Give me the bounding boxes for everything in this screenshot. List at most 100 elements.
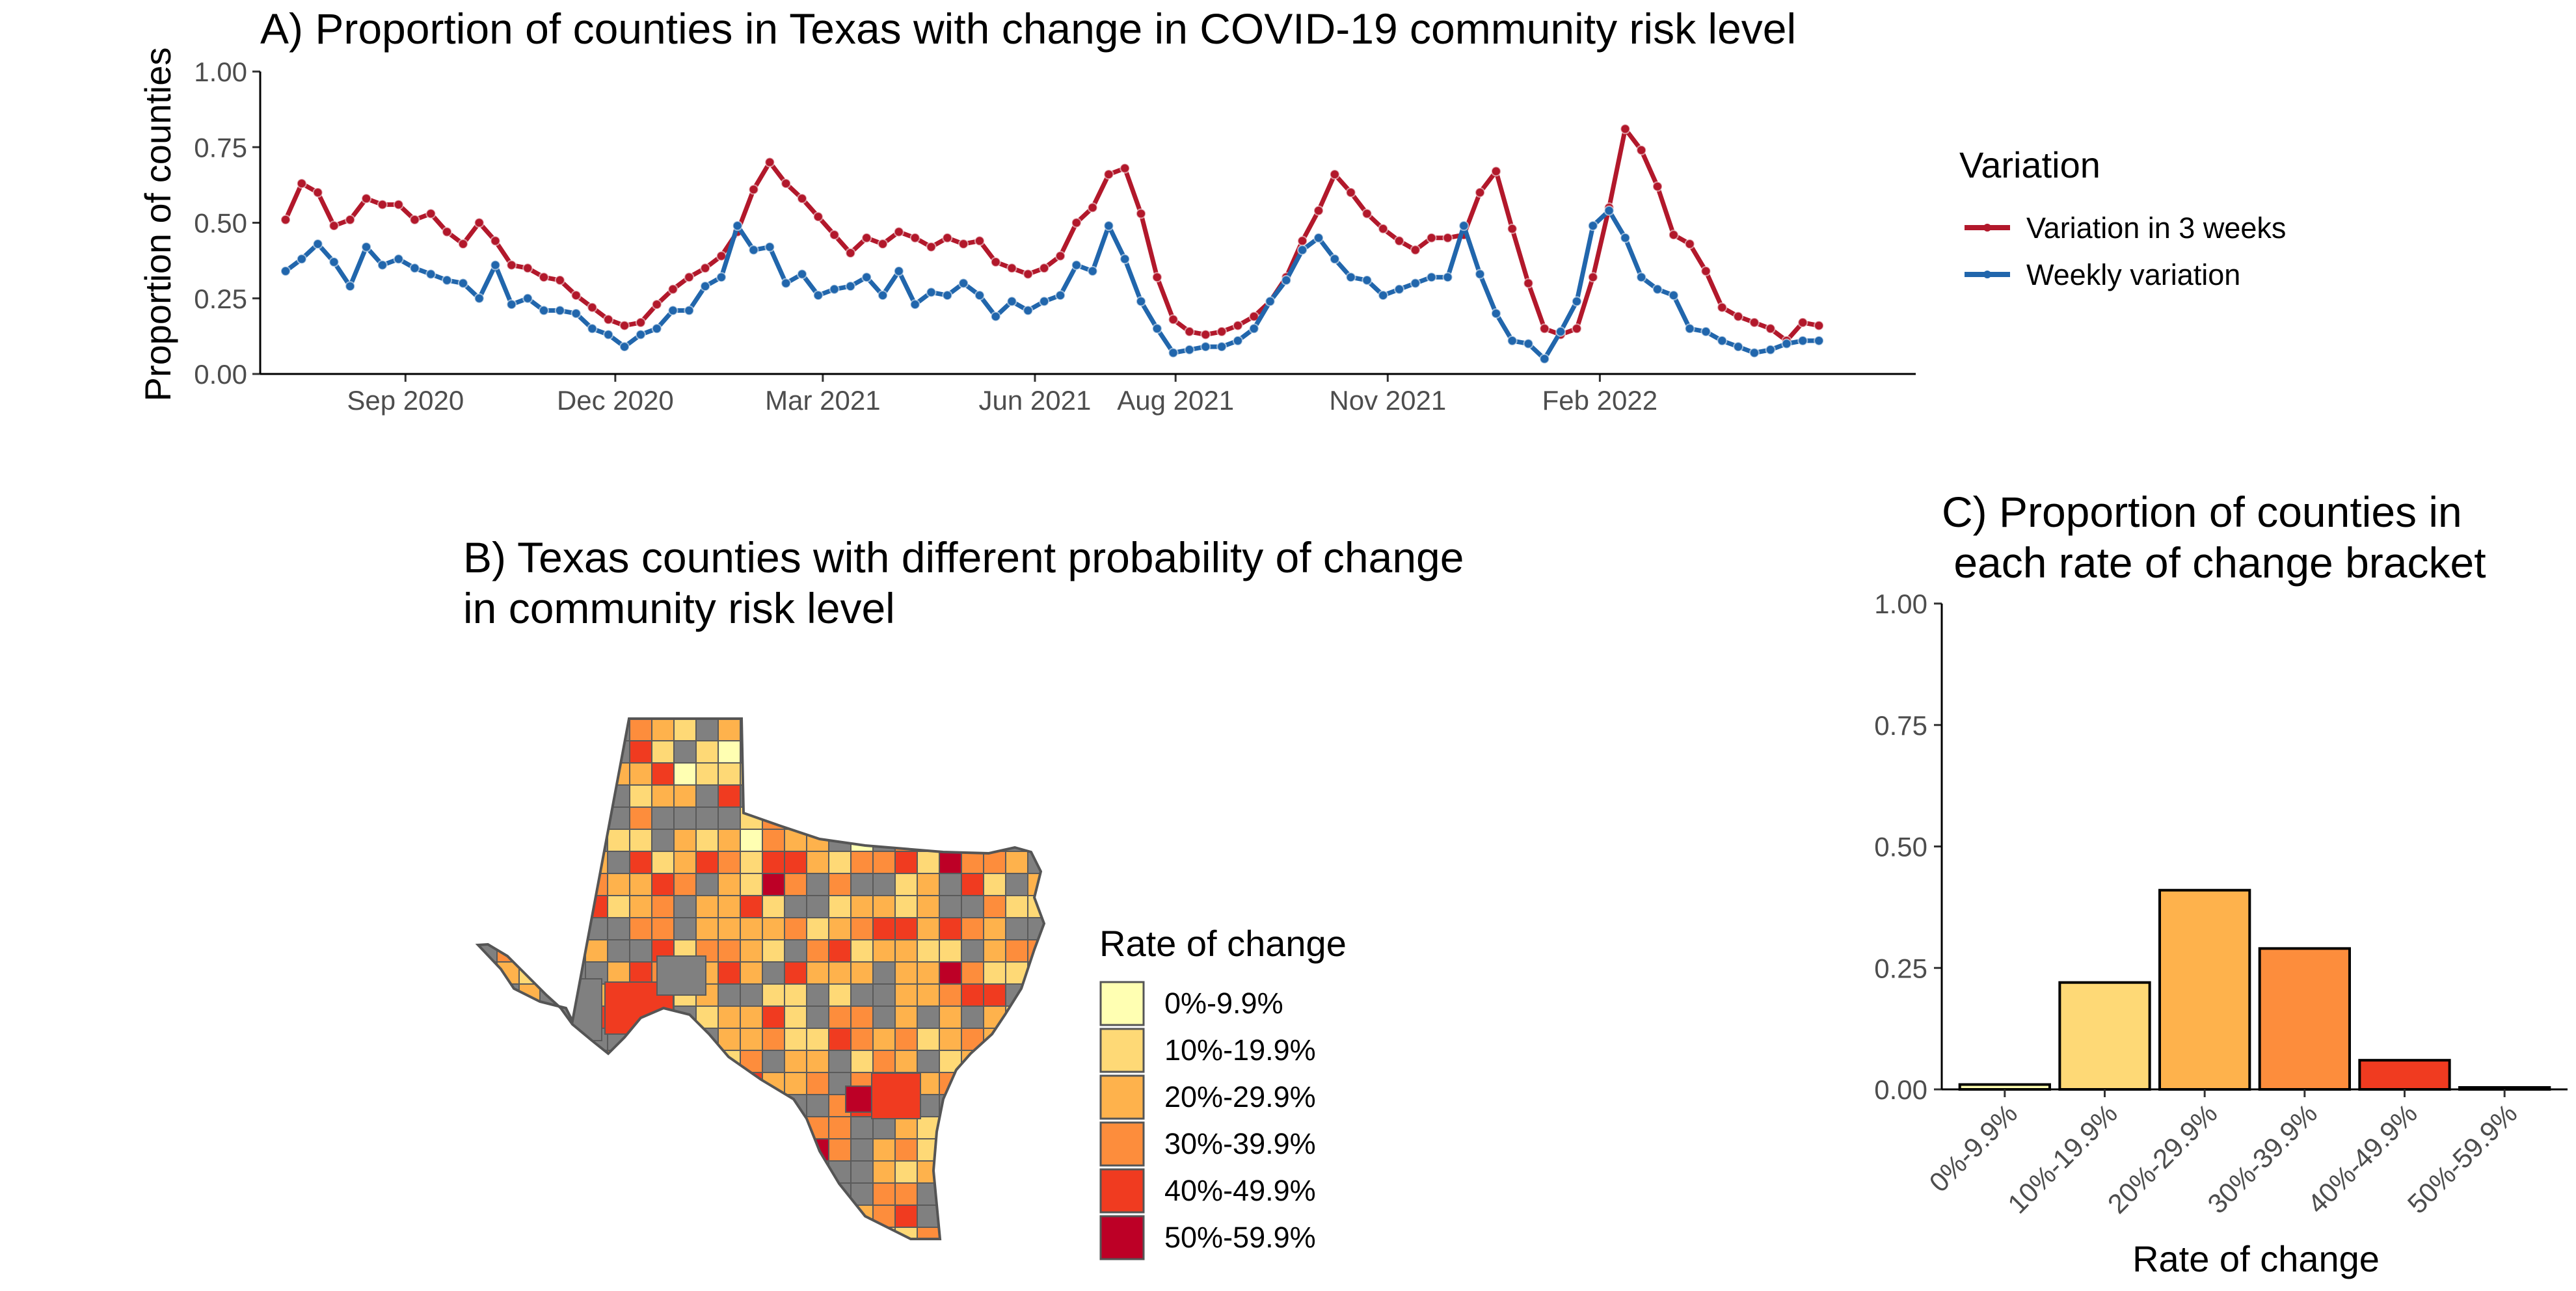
county: [607, 1227, 630, 1239]
county: [718, 1094, 741, 1117]
county: [917, 895, 940, 918]
series-weekly-point: [667, 305, 678, 316]
county: [629, 1116, 652, 1139]
panel-a-y-tick-label: 0.00: [194, 359, 247, 390]
county: [478, 806, 498, 830]
legend-item-weekly: Weekly variation: [1965, 258, 2240, 291]
county: [1005, 1094, 1028, 1117]
series-weekly-point: [522, 293, 533, 304]
county: [718, 719, 741, 741]
county: [939, 1227, 962, 1239]
series-3-weeks-point: [1394, 235, 1404, 246]
bar: [2258, 947, 2351, 1091]
county: [585, 1227, 608, 1239]
county: [983, 740, 1006, 764]
county: [784, 1072, 807, 1095]
series-3-weeks-point: [1684, 239, 1695, 250]
county: [585, 1182, 608, 1206]
panel-a-y-tick-label: 0.50: [194, 208, 247, 239]
county: [585, 784, 608, 808]
county: [939, 939, 962, 963]
county: [961, 829, 984, 852]
county: [961, 851, 984, 874]
county: [850, 806, 874, 830]
county: [607, 1116, 630, 1139]
county: [478, 983, 498, 1007]
county: [784, 1160, 807, 1184]
county: [496, 917, 520, 940]
series-weekly-point: [1087, 265, 1098, 276]
county: [740, 895, 763, 918]
county: [740, 1050, 763, 1073]
county: [983, 851, 1006, 874]
panel-c-y-tick-label: 0.50: [1874, 832, 1927, 862]
county: [1005, 1182, 1028, 1206]
county: [784, 762, 807, 786]
county: [478, 1116, 498, 1139]
county: [939, 895, 962, 918]
county: [961, 762, 984, 786]
county: [850, 1227, 874, 1239]
county: [518, 961, 542, 985]
county: [629, 829, 652, 852]
county: [762, 1116, 785, 1139]
county: [872, 1005, 896, 1029]
series-3-weeks-point: [684, 272, 695, 283]
county: [850, 1116, 874, 1139]
county: [541, 1204, 564, 1228]
series-weekly-point: [1652, 284, 1663, 295]
county: [762, 1160, 785, 1184]
county: [1027, 1005, 1044, 1029]
panel-a-legend: Variation Variation in 3 weeks Weekly va…: [1959, 144, 2286, 291]
series-3-weeks-point: [1006, 263, 1017, 274]
series-3-weeks-point: [1248, 311, 1259, 322]
county: [1027, 1072, 1044, 1095]
county: [894, 719, 918, 741]
county: [850, 1204, 874, 1228]
county: [607, 784, 630, 808]
county: [872, 762, 896, 786]
county: [518, 1094, 542, 1117]
county: [1005, 873, 1028, 896]
county: [673, 1028, 697, 1051]
series-weekly-point: [1120, 254, 1131, 265]
county: [740, 1138, 763, 1162]
county: [806, 961, 829, 985]
series-weekly-point: [700, 281, 711, 292]
county: [762, 719, 785, 741]
county: [629, 895, 652, 918]
series-weekly-point: [1023, 305, 1034, 316]
county: [894, 1182, 918, 1206]
county: [872, 806, 896, 830]
county: [496, 1204, 520, 1228]
series-weekly-point: [1700, 326, 1711, 337]
county: [695, 1182, 719, 1206]
county: [673, 762, 697, 786]
series-weekly-point: [1071, 260, 1082, 271]
county: [673, 740, 697, 764]
county: [695, 895, 719, 918]
panel-a-x-tick-label: Nov 2021: [1329, 385, 1446, 416]
county: [850, 917, 874, 940]
county: [939, 1160, 962, 1184]
series-3-weeks-point: [1539, 323, 1550, 334]
series-3-weeks-point: [1120, 163, 1131, 174]
county: [518, 939, 542, 963]
county: [629, 917, 652, 940]
series-weekly-point: [909, 299, 920, 310]
county: [651, 1227, 675, 1239]
county: [1005, 1160, 1028, 1184]
series-weekly-point: [1297, 245, 1308, 256]
county: [563, 1204, 586, 1228]
county: [784, 719, 807, 741]
county: [673, 917, 697, 940]
county: [939, 762, 962, 786]
county: [740, 1182, 763, 1206]
series-3-weeks-point: [522, 263, 533, 274]
series-3-weeks-point: [812, 211, 824, 222]
county: [961, 784, 984, 808]
county: [784, 939, 807, 963]
county: [541, 917, 564, 940]
county: [607, 1072, 630, 1095]
